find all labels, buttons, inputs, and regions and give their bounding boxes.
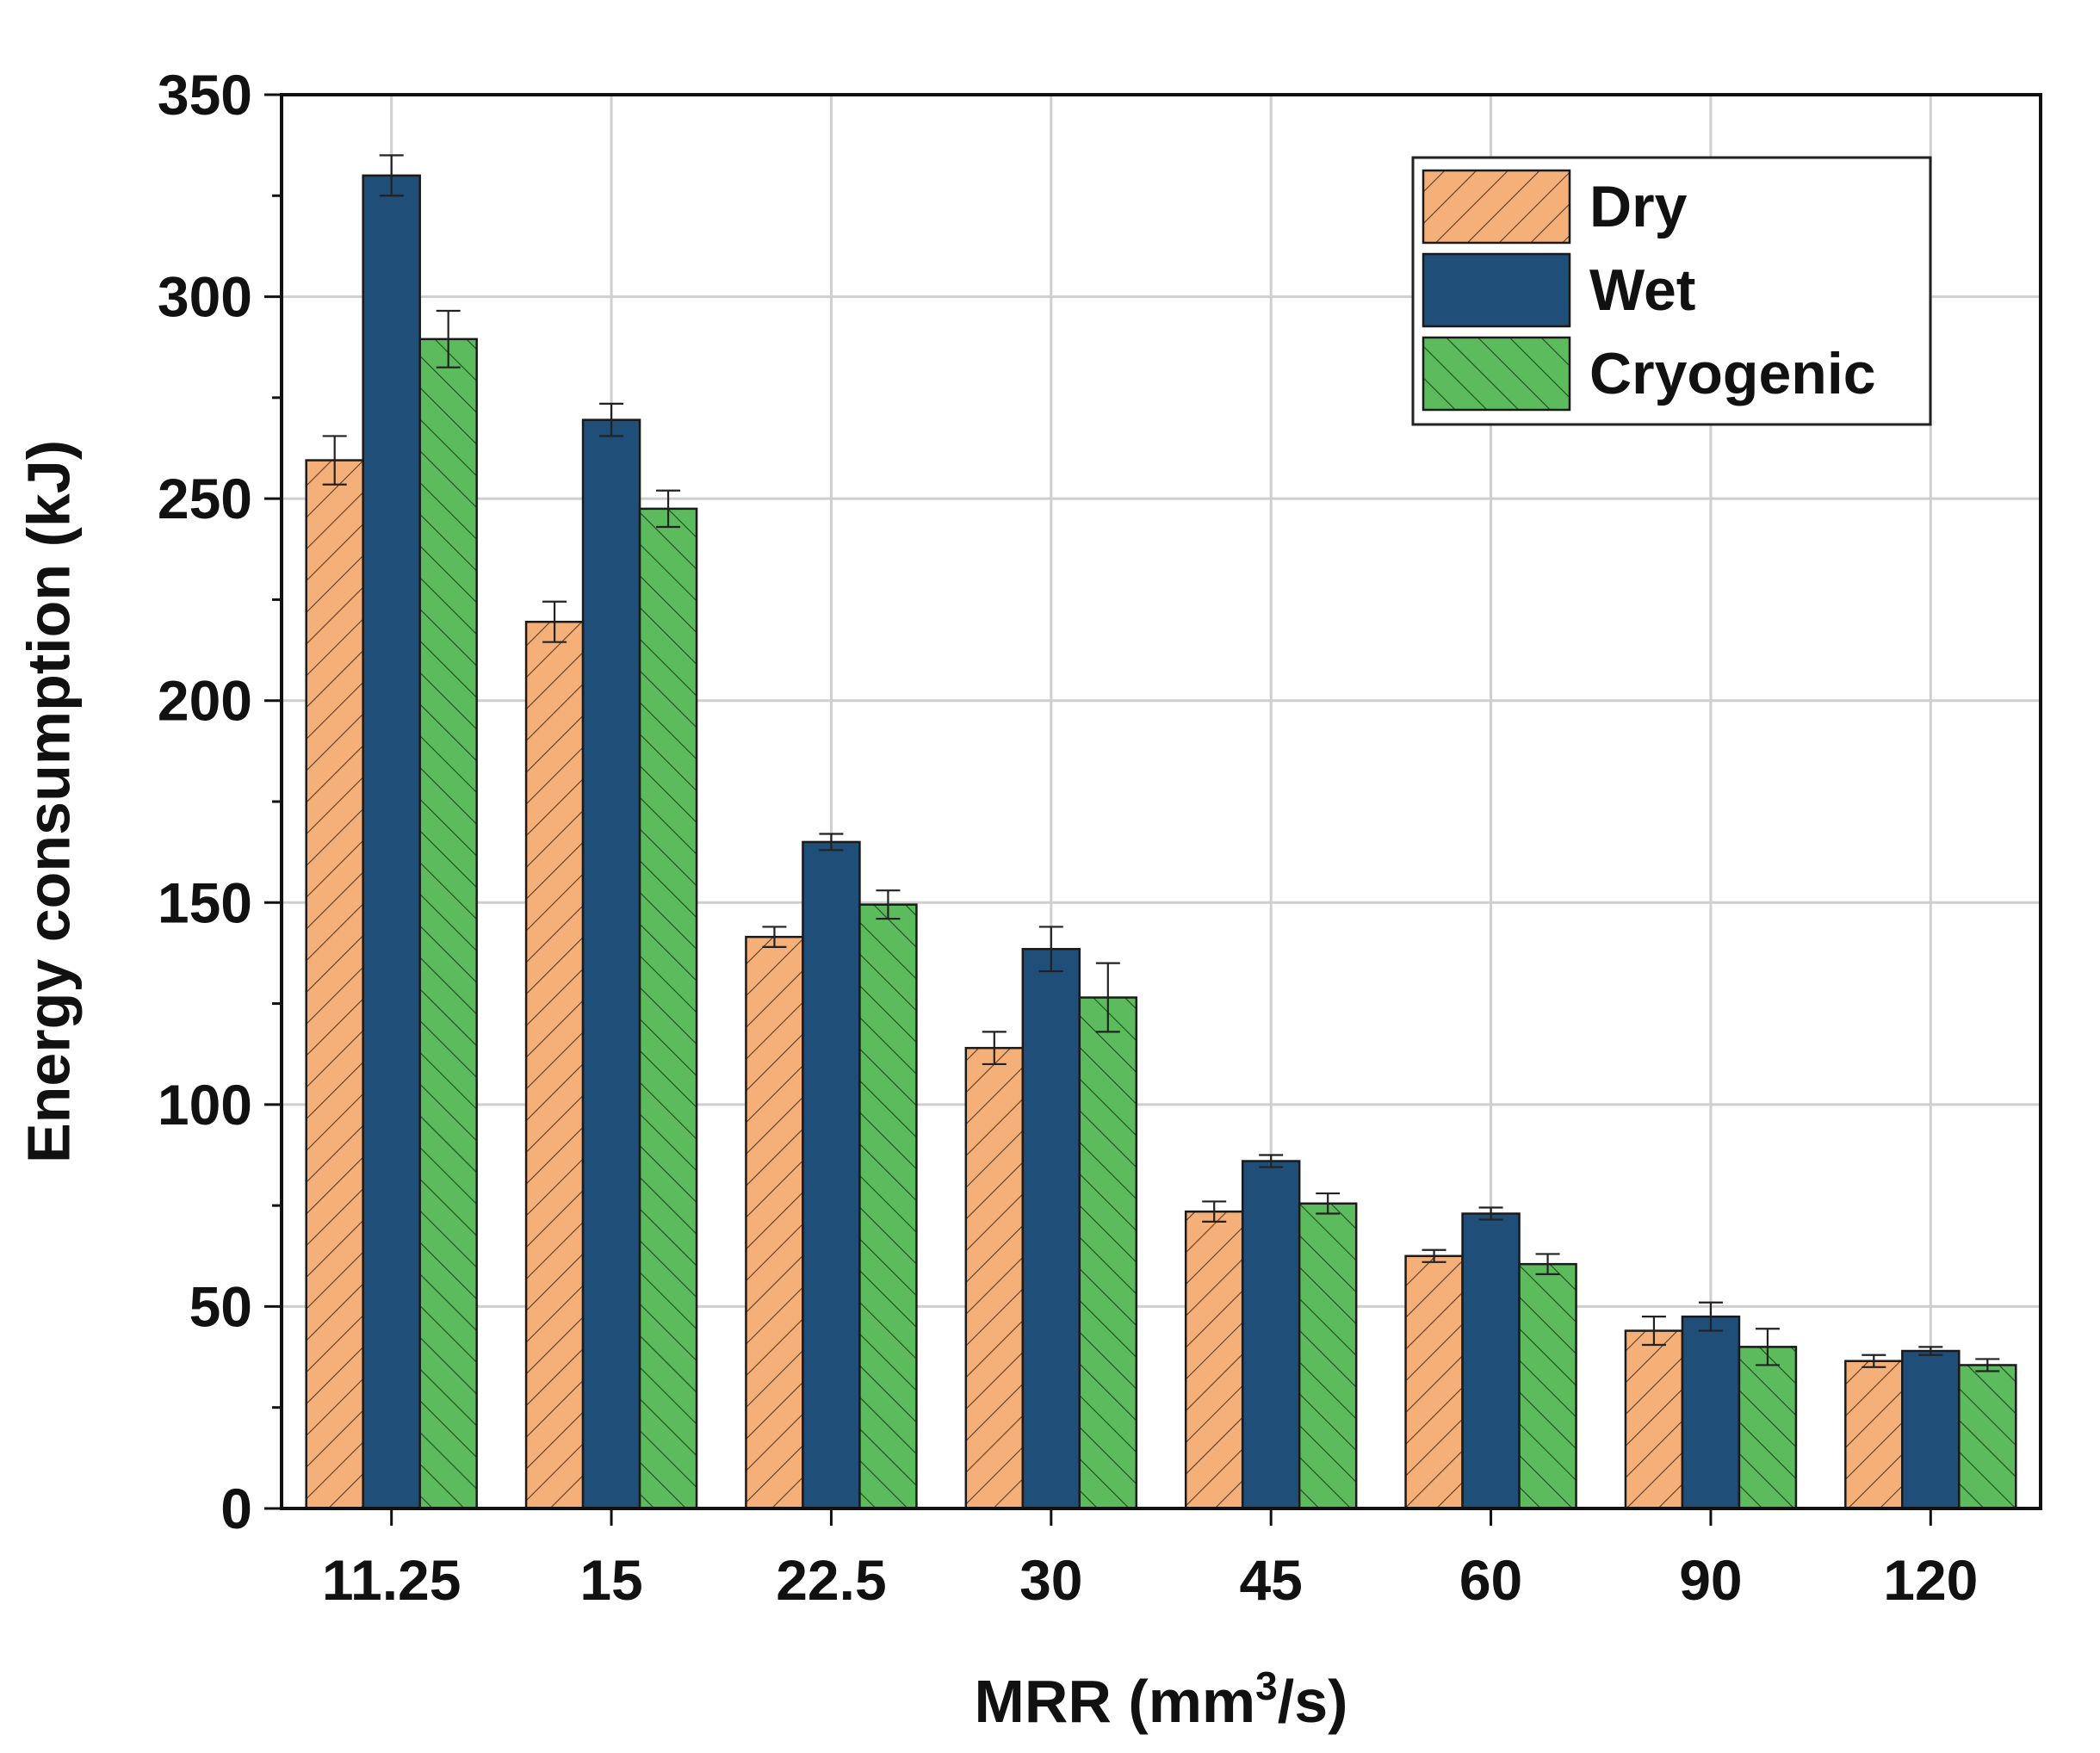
x-axis-title-superscript: 3: [1255, 1663, 1278, 1708]
x-tick-label: 60: [1459, 1548, 1522, 1612]
x-tick-label: 120: [1883, 1548, 1978, 1612]
bar-dry: [305, 459, 364, 1510]
bar-dry: [1184, 1210, 1244, 1510]
error-bar-wet: [379, 154, 404, 197]
legend: Dry Wet Cryogenic: [1411, 156, 1932, 426]
x-tick-label: 22.5: [776, 1548, 886, 1612]
x-tick-label: 90: [1679, 1548, 1742, 1612]
error-bar-cryogenic: [1316, 1192, 1341, 1215]
x-tick-label: 15: [579, 1548, 642, 1612]
bar-dry: [1404, 1254, 1464, 1510]
error-bar-cryogenic: [1535, 1253, 1560, 1275]
error-bar-cryogenic: [656, 489, 681, 529]
legend-item-wet: Wet: [1422, 252, 1695, 328]
y-tick-label: 250: [158, 467, 252, 530]
bar-cryogenic: [1518, 1262, 1577, 1510]
bar-cryogenic: [1298, 1202, 1358, 1510]
x-tick-labels: 11.25 15 22.5 30 45 60 90 120: [322, 1548, 1978, 1612]
bar-dry: [1624, 1329, 1684, 1510]
bar-cryogenic: [638, 507, 698, 1510]
bar-wet: [1241, 1160, 1301, 1510]
bar-wet: [1681, 1315, 1741, 1510]
error-bar-cryogenic: [436, 309, 461, 369]
y-tick-label: 50: [189, 1274, 252, 1338]
x-tick-label: 30: [1019, 1548, 1082, 1612]
error-bar-cryogenic: [1975, 1358, 2000, 1372]
bar-dry: [745, 935, 804, 1510]
error-bar-dry: [1422, 1248, 1446, 1263]
bars: [305, 174, 2017, 1510]
legend-swatch: [1422, 336, 1571, 412]
bar-cryogenic: [1738, 1346, 1798, 1510]
x-axis-title: MRR (mm3/s): [975, 1663, 1348, 1735]
y-tick-label: 0: [220, 1477, 252, 1540]
error-bar-cryogenic: [876, 889, 901, 920]
error-bar-cryogenic: [1755, 1328, 1780, 1366]
bar-cryogenic: [418, 338, 478, 1510]
bar-wet: [581, 418, 641, 1510]
legend-label: Dry: [1589, 174, 1688, 239]
bar-wet: [1021, 947, 1081, 1510]
legend-swatch: [1422, 252, 1571, 328]
error-bar-wet: [599, 402, 624, 437]
error-bar-wet: [1038, 926, 1063, 973]
bar-wet: [1461, 1212, 1521, 1510]
error-bar-wet: [1478, 1206, 1503, 1221]
x-axis-title-main: MRR (mm: [975, 1668, 1256, 1735]
x-axis-title-suffix: /s): [1278, 1668, 1348, 1735]
legend-swatch: [1422, 169, 1571, 245]
error-bar-dry: [322, 435, 347, 486]
x-tick-label: 45: [1239, 1548, 1302, 1612]
legend-item-cryogenic: Cryogenic: [1422, 336, 1876, 412]
error-bar-wet: [1259, 1154, 1284, 1168]
y-tick-label: 150: [158, 870, 252, 934]
bar-dry: [964, 1046, 1025, 1510]
error-bar-dry: [982, 1031, 1007, 1066]
x-tick-label: 11.25: [322, 1548, 462, 1612]
y-tick-labels: 0 50 100 150 200 250 300 350: [158, 63, 252, 1540]
y-tick-label: 350: [158, 63, 252, 127]
y-tick-label: 100: [158, 1073, 252, 1137]
error-bar-dry: [1641, 1316, 1666, 1347]
error-bar-dry: [1862, 1353, 1886, 1368]
legend-item-dry: Dry: [1422, 169, 1688, 245]
bar-cryogenic: [1958, 1364, 2017, 1510]
axis-ticks: [264, 93, 1932, 1526]
bar-cryogenic: [1078, 996, 1138, 1510]
error-bar-wet: [1918, 1346, 1943, 1356]
error-bar-wet: [1698, 1301, 1723, 1332]
y-tick-label: 200: [158, 669, 252, 733]
error-bar-dry: [762, 926, 787, 948]
error-bar-wet: [819, 833, 844, 852]
bar-wet: [362, 174, 421, 1510]
y-axis-title: Energy consumption (kJ): [15, 440, 82, 1163]
bar-wet: [1901, 1349, 1961, 1510]
error-bar-dry: [1202, 1200, 1227, 1223]
bar-wet: [802, 840, 861, 1510]
error-bar-dry: [542, 600, 567, 643]
bar-cryogenic: [858, 903, 918, 1510]
error-bars: [322, 154, 2000, 1372]
bar-dry: [524, 620, 585, 1510]
error-bar-cryogenic: [1095, 962, 1120, 1033]
legend-label: Cryogenic: [1589, 341, 1876, 406]
bar-dry: [1844, 1360, 1904, 1510]
legend-label: Wet: [1589, 257, 1695, 323]
y-tick-label: 300: [158, 265, 252, 329]
